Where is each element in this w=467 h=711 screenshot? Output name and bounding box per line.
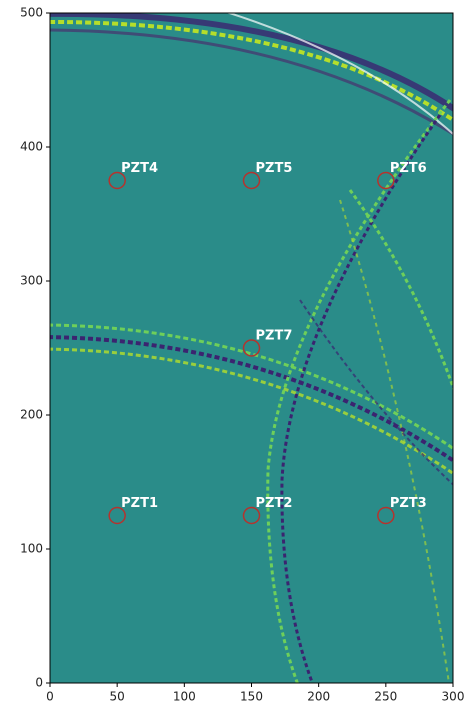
y-tick-label: 500 bbox=[20, 6, 43, 20]
x-tick-label: 150 bbox=[240, 690, 263, 704]
sensor-label: PZT6 bbox=[390, 161, 427, 176]
y-tick-label: 200 bbox=[20, 408, 43, 422]
y-tick-label: 0 bbox=[35, 676, 43, 690]
sensor-label: PZT5 bbox=[256, 161, 293, 176]
y-tick-label: 400 bbox=[20, 140, 43, 154]
x-tick-label: 200 bbox=[307, 690, 330, 704]
sensor-label: PZT1 bbox=[121, 496, 158, 511]
sensor-label: PZT3 bbox=[390, 496, 427, 511]
x-tick-label: 250 bbox=[374, 690, 397, 704]
x-tick-label: 50 bbox=[110, 690, 125, 704]
chart: 0 50 100 150 200 250 300 0 100 200 300 400 500 PZT1 PZ… bbox=[0, 0, 467, 707]
y-tick-label: 100 bbox=[20, 542, 43, 556]
x-tick-label: 0 bbox=[46, 690, 54, 704]
sensor-label: PZT2 bbox=[256, 496, 293, 511]
x-tick-label: 100 bbox=[173, 690, 196, 704]
sensor-label: PZT7 bbox=[256, 329, 293, 344]
x-tick-label: 300 bbox=[442, 690, 465, 704]
sensor-label: PZT4 bbox=[121, 161, 158, 176]
plot-background bbox=[50, 13, 453, 683]
y-tick-label: 300 bbox=[20, 274, 43, 288]
